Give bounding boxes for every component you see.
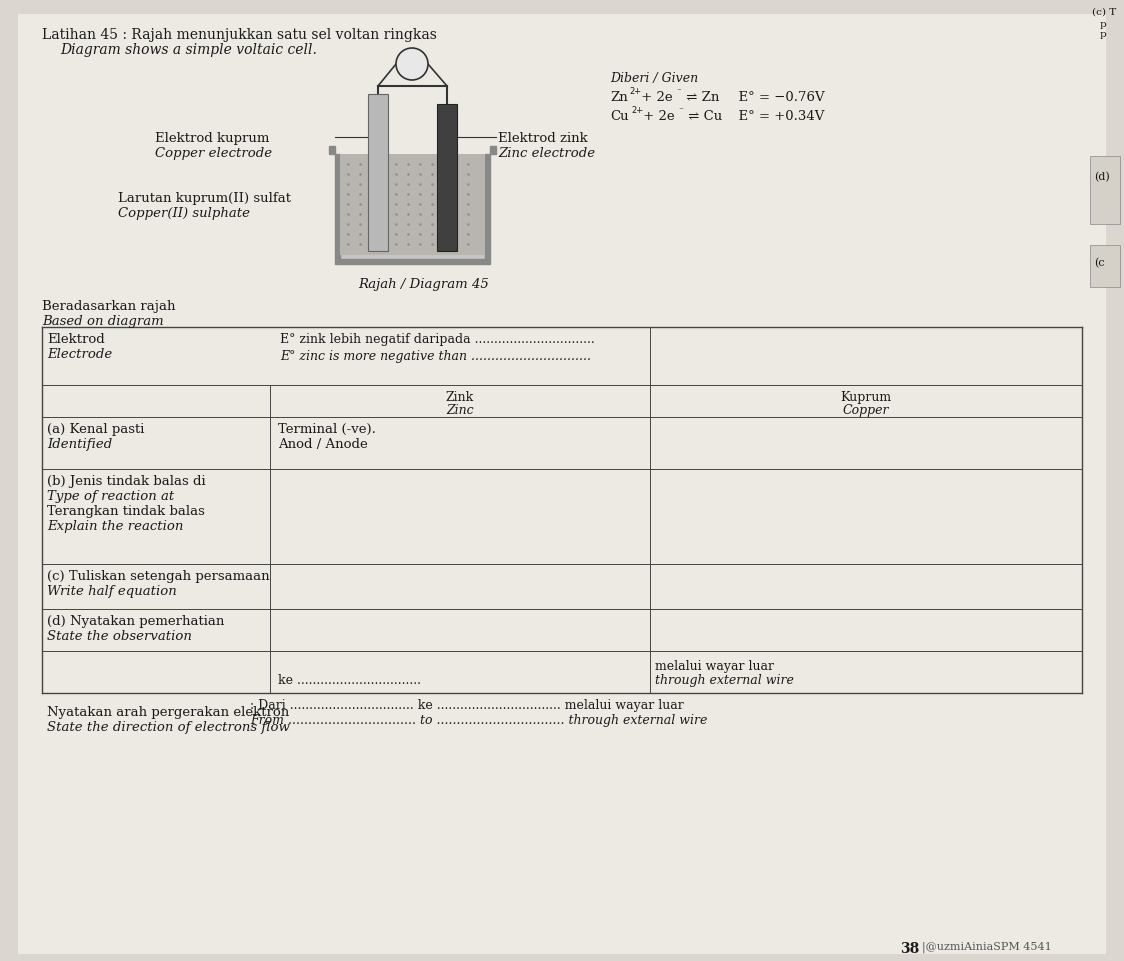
Text: Zink: Zink <box>446 390 474 404</box>
Text: ⇌ Zn: ⇌ Zn <box>682 91 719 104</box>
Bar <box>1090 157 1120 225</box>
Text: Explain the reaction: Explain the reaction <box>47 520 183 532</box>
Text: Type of reaction at: Type of reaction at <box>47 489 174 503</box>
Text: Rajah / Diagram 45: Rajah / Diagram 45 <box>359 278 489 290</box>
Text: p: p <box>1100 20 1107 29</box>
Text: Write half equation: Write half equation <box>47 584 176 598</box>
Text: 2+: 2+ <box>631 106 643 115</box>
Text: Terangkan tindak balas: Terangkan tindak balas <box>47 505 205 517</box>
Text: Electrode: Electrode <box>47 348 112 360</box>
Bar <box>339 155 484 256</box>
Text: Diagram shows a simple voltaic cell.: Diagram shows a simple voltaic cell. <box>60 43 317 57</box>
Text: State the observation: State the observation <box>47 629 192 642</box>
Text: |@uzmiAiniaSPM 4541: |@uzmiAiniaSPM 4541 <box>922 941 1052 952</box>
Text: Identified: Identified <box>47 437 112 451</box>
Text: (a) Kenal pasti: (a) Kenal pasti <box>47 423 144 435</box>
Text: ⁻: ⁻ <box>678 106 682 115</box>
Text: Copper(II) sulphate: Copper(II) sulphate <box>118 207 250 220</box>
Polygon shape <box>335 259 490 264</box>
Text: p: p <box>1100 30 1107 39</box>
Text: 38: 38 <box>900 941 919 955</box>
Text: 2+: 2+ <box>629 86 641 96</box>
Text: Terminal (-ve).: Terminal (-ve). <box>278 423 375 435</box>
Text: (d): (d) <box>1094 172 1109 183</box>
Text: (c: (c <box>1094 258 1105 268</box>
Text: Based on diagram: Based on diagram <box>42 314 164 328</box>
Text: State the direction of electrons flow: State the direction of electrons flow <box>47 720 290 733</box>
Text: Anod / Anode: Anod / Anode <box>278 437 368 451</box>
Text: Beradasarkan rajah: Beradasarkan rajah <box>42 300 175 312</box>
Text: Elektrod zink: Elektrod zink <box>498 132 588 145</box>
Text: Zn: Zn <box>610 91 627 104</box>
Text: : Dari ................................ ke ................................ mela: : Dari ................................ … <box>250 699 683 711</box>
Polygon shape <box>490 147 496 155</box>
Text: Zinc: Zinc <box>446 404 474 416</box>
Text: V: V <box>407 59 417 72</box>
Polygon shape <box>329 147 335 155</box>
Text: Latihan 45 : Rajah menunjukkan satu sel voltan ringkas: Latihan 45 : Rajah menunjukkan satu sel … <box>42 28 437 42</box>
Text: Elektrod kuprum: Elektrod kuprum <box>155 132 270 145</box>
Text: Elektrod: Elektrod <box>47 333 105 346</box>
Text: melalui wayar luar: melalui wayar luar <box>655 659 774 673</box>
Text: E° zink lebih negatif daripada ...............................: E° zink lebih negatif daripada .........… <box>280 333 595 346</box>
Text: (d) Nyatakan pemerhatian: (d) Nyatakan pemerhatian <box>47 614 225 628</box>
Text: Copper: Copper <box>843 404 889 416</box>
Text: through external wire: through external wire <box>655 674 794 686</box>
Bar <box>339 155 484 259</box>
Polygon shape <box>335 155 339 259</box>
Text: Zinc electrode: Zinc electrode <box>498 147 595 160</box>
Text: Cu: Cu <box>610 110 628 123</box>
Text: E° zinc is more negative than ..............................: E° zinc is more negative than ..........… <box>280 350 591 362</box>
Text: (c) Tuliskan setengah persamaan: (c) Tuliskan setengah persamaan <box>47 570 270 582</box>
Text: Kuprum: Kuprum <box>841 390 891 404</box>
Text: Diberi / Given: Diberi / Given <box>610 72 698 85</box>
Text: Copper electrode: Copper electrode <box>155 147 272 160</box>
Bar <box>437 105 457 252</box>
Text: From ................................ to ................................ throug: From ................................ to… <box>250 713 707 727</box>
Text: ke ................................: ke ................................ <box>278 674 422 686</box>
Bar <box>1090 246 1120 287</box>
Text: + 2e: + 2e <box>637 91 672 104</box>
Text: E° = −0.76V: E° = −0.76V <box>729 91 825 104</box>
Text: ⇌ Cu: ⇌ Cu <box>685 110 723 123</box>
Text: E° = +0.34V: E° = +0.34V <box>729 110 824 123</box>
Text: + 2e: + 2e <box>640 110 674 123</box>
Circle shape <box>396 49 428 81</box>
Text: ⁻: ⁻ <box>676 86 681 96</box>
Polygon shape <box>484 155 490 259</box>
Text: (c) T: (c) T <box>1093 8 1116 17</box>
Text: Nyatakan arah pergerakan elektron: Nyatakan arah pergerakan elektron <box>47 705 289 718</box>
Bar <box>368 95 388 252</box>
Text: (b) Jenis tindak balas di: (b) Jenis tindak balas di <box>47 475 206 487</box>
Text: Larutan kuprum(II) sulfat: Larutan kuprum(II) sulfat <box>118 192 291 205</box>
